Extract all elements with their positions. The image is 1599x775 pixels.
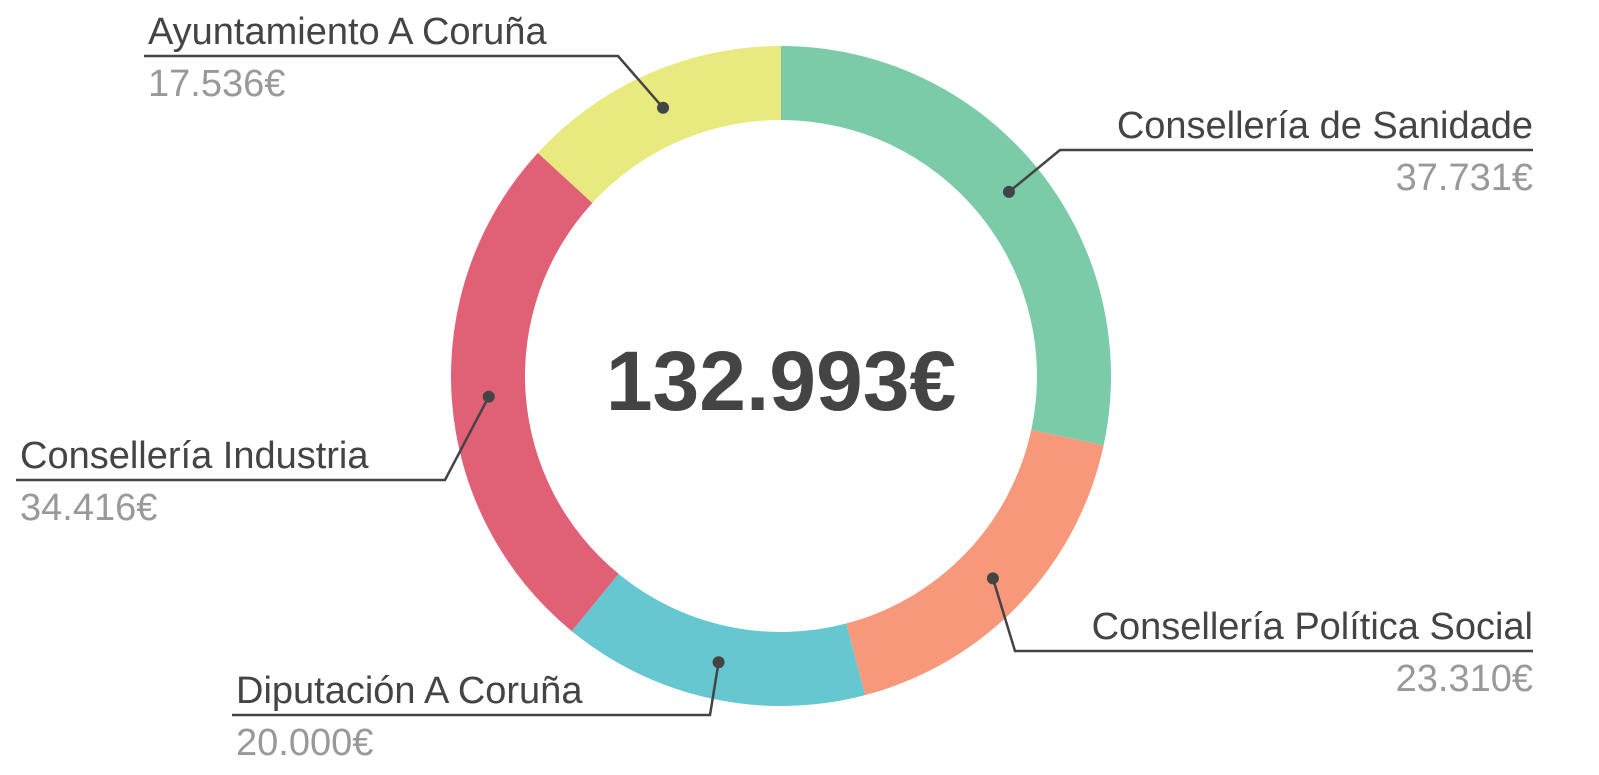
label-value: 34.416€: [20, 487, 157, 529]
donut-segment: [571, 573, 866, 707]
label-name: Ayuntamiento A Coruña: [148, 11, 547, 53]
leader-line: [144, 54, 665, 109]
label-name: Consellería Política Social: [1092, 606, 1533, 648]
label-name: Consellería Industria: [20, 435, 369, 477]
leader-dot: [482, 390, 495, 403]
leader-dot: [986, 572, 999, 585]
leader-dot: [712, 656, 725, 669]
donut-segment: [781, 46, 1111, 446]
donut-segment: [450, 152, 619, 632]
leader-dot: [657, 101, 670, 114]
leader-line: [1008, 148, 1533, 193]
label-value: 17.536€: [148, 63, 285, 105]
label-value: 20.000€: [236, 722, 373, 764]
leader-line: [232, 662, 720, 717]
leader-line: [16, 396, 490, 482]
center-total: 132.993€: [606, 334, 956, 428]
label-name: Consellería de Sanidade: [1117, 105, 1533, 147]
donut-segment: [846, 429, 1104, 696]
label-value: 37.731€: [1396, 157, 1533, 199]
leader-line: [991, 578, 1533, 653]
label-name: Diputación A Coruña: [236, 670, 583, 712]
label-value: 23.310€: [1396, 658, 1533, 700]
donut-segment: [537, 46, 781, 203]
leader-dot: [1002, 185, 1015, 198]
